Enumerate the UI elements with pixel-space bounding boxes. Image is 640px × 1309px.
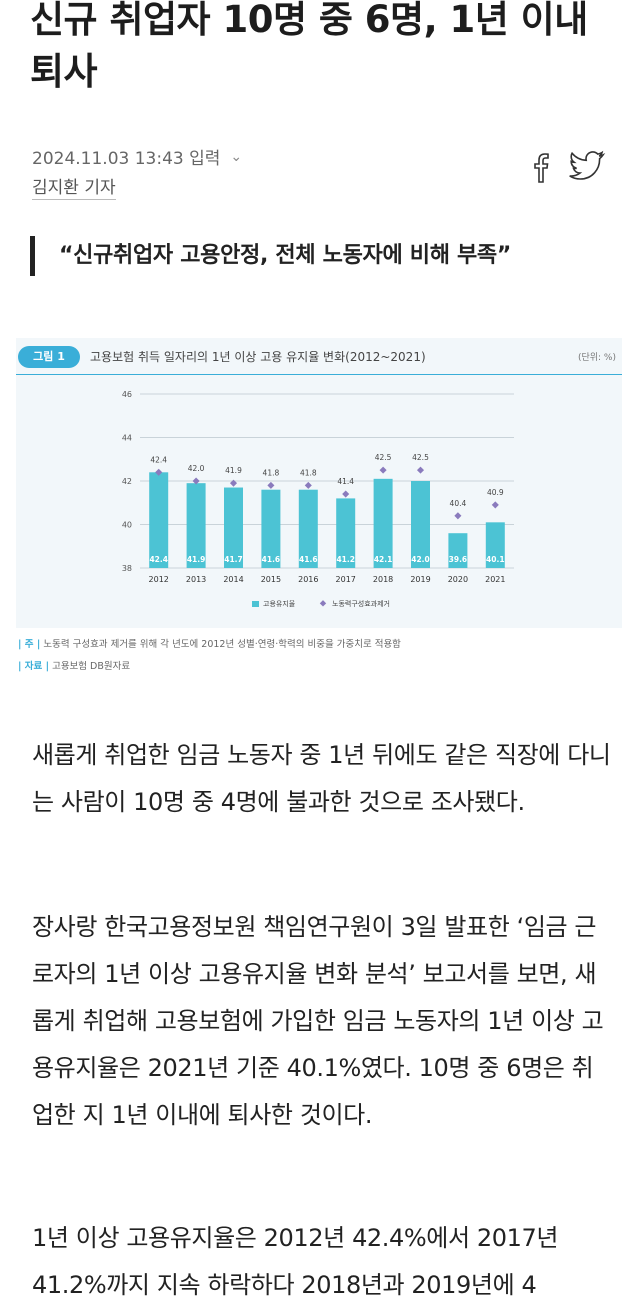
scatter-point [304,481,312,489]
x-tick-label: 2015 [261,575,281,584]
x-tick-label: 2013 [186,575,206,584]
y-tick-label: 38 [122,564,132,573]
bar-value-label: 41.6 [299,555,318,564]
y-tick-label: 44 [122,434,132,443]
x-tick-label: 2018 [373,575,393,584]
bar-value-label: 40.1 [486,555,505,564]
x-tick-label: 2019 [410,575,430,584]
bar-value-label: 41.9 [187,555,206,564]
paragraph-3: 1년 이상 고용유지율은 2012년 42.4%에서 2017년 41.2%까지… [32,1224,559,1299]
figure-title: 고용보험 취득 일자리의 1년 이상 고용 유지율 변화(2012~2021) [90,350,426,364]
figure-source: | 자료 | 고용보험 DB원자료 [18,661,131,672]
point-value-label: 40.9 [487,488,504,497]
bar-value-label: 41.7 [224,555,243,564]
y-tick-label: 40 [122,521,132,530]
point-value-label: 40.4 [450,499,467,508]
figure-divider [16,374,622,375]
figure-note: | 주 | 노동력 구성효과 제거를 위해 각 년도에 2012년 성별·연령·… [18,639,401,650]
source-text: 고용보험 DB원자료 [52,661,131,672]
x-tick-label: 2014 [223,575,243,584]
bar [298,489,318,568]
x-tick-label: 2020 [448,575,468,584]
bar [448,533,468,568]
scatter-point [454,512,462,520]
paragraph-1: 새롭게 취업한 임금 노동자 중 1년 뒤에도 같은 직장에 다니는 사람이 1… [32,741,611,816]
bar [485,522,505,568]
chevron-down-icon[interactable]: ⌄ [230,148,243,165]
point-value-label: 41.4 [337,477,354,486]
point-value-label: 42.5 [375,453,392,462]
article-meta: 2024.11.03 13:43 입력 ⌄ 김지환 기자 [32,144,242,200]
figure-tag: 그림 1 [18,346,80,368]
x-tick-label: 2021 [485,575,505,584]
legend-bar-label: 고용유지율 [263,599,296,608]
scatter-point [155,468,163,476]
point-value-label: 42.0 [188,464,205,473]
bar-value-label: 42.4 [149,555,168,564]
point-value-label: 41.8 [263,468,280,477]
scatter-point [491,501,499,509]
reporter-link[interactable]: 김지환 기자 [32,173,116,200]
bar [336,498,356,568]
point-value-label: 41.8 [300,468,317,477]
paragraph-2: 장사랑 한국고용정보원 책임연구원이 3일 발표한 ‘임금 근로자의 1년 이상… [32,913,604,1129]
bar-value-label: 42.0 [411,555,430,564]
bar [186,483,206,568]
scatter-point [192,477,200,485]
source-label: 자료 [24,661,43,672]
publish-date: 2024.11.03 13:43 입력 [32,149,221,169]
bar-value-label: 39.6 [449,555,468,564]
facebook-icon[interactable] [530,148,554,184]
x-tick-label: 2012 [149,575,169,584]
bar [411,481,430,568]
bar [373,478,393,568]
scatter-point [416,466,425,474]
point-value-label: 42.4 [150,455,167,464]
y-tick-label: 42 [122,477,132,486]
share-buttons [530,148,606,184]
article-subheading: “신규취업자 고용안정, 전체 노동자에 비해 부족” [30,236,620,276]
note-label: 주 [24,639,34,650]
x-tick-label: 2016 [298,575,318,584]
scatter-point [229,479,238,487]
scatter-point [342,490,350,498]
figure-unit: (단위: %) [577,353,616,363]
x-tick-label: 2017 [336,575,356,584]
bar [224,487,243,568]
chart-figure: 그림 1 고용보험 취득 일자리의 1년 이상 고용 유지율 변화(2012~2… [16,338,622,628]
twitter-icon[interactable] [568,150,606,182]
point-value-label: 41.9 [225,466,242,475]
legend-bar-swatch [252,601,259,607]
point-value-label: 42.5 [412,453,429,462]
note-text: 노동력 구성효과 제거를 위해 각 년도에 2012년 성별·연령·학력의 비중… [43,639,401,650]
article-headline: 신규 취업자 10명 중 6명, 1년 이내 퇴사 [30,0,588,93]
scatter-point [267,481,275,489]
bar [261,489,281,568]
legend-point-swatch [319,600,327,607]
bar-value-label: 41.2 [336,555,355,564]
y-tick-label: 46 [122,390,132,399]
bar-chart: 38 40 42 44 46 42.4 42.4 2012 41.9 42.0 2013 41.7 41… [122,390,514,608]
bar-value-label: 41.6 [262,555,281,564]
legend-point-label: 노동력구성효과제거 [332,599,390,608]
scatter-point [379,466,387,474]
bar-value-label: 42.1 [374,555,393,564]
bar [149,472,169,568]
